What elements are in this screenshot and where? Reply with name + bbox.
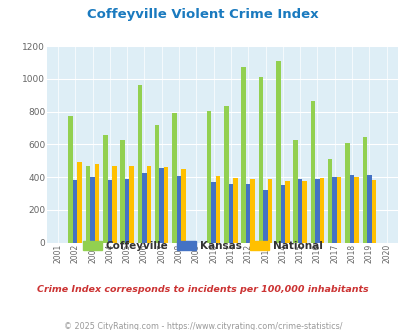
Bar: [267, 179, 272, 243]
Bar: [120, 140, 125, 243]
Text: © 2025 CityRating.com - https://www.cityrating.com/crime-statistics/: © 2025 CityRating.com - https://www.city…: [64, 322, 341, 330]
Bar: [366, 176, 371, 243]
Bar: [112, 166, 116, 243]
Bar: [293, 140, 297, 243]
Bar: [211, 182, 215, 243]
Bar: [371, 181, 375, 243]
Bar: [224, 106, 228, 243]
Bar: [362, 137, 366, 243]
Bar: [107, 181, 112, 243]
Bar: [349, 176, 354, 243]
Bar: [77, 162, 82, 243]
Bar: [327, 159, 332, 243]
Bar: [332, 177, 336, 243]
Bar: [232, 178, 237, 243]
Bar: [215, 176, 220, 243]
Bar: [258, 77, 262, 243]
Bar: [250, 179, 254, 243]
Bar: [302, 181, 306, 243]
Bar: [176, 176, 181, 243]
Bar: [344, 143, 349, 243]
Bar: [137, 85, 142, 243]
Bar: [90, 178, 94, 243]
Bar: [310, 101, 314, 243]
Bar: [336, 177, 341, 243]
Bar: [181, 169, 185, 243]
Bar: [68, 116, 73, 243]
Bar: [284, 181, 289, 243]
Bar: [159, 168, 164, 243]
Text: Coffeyville Violent Crime Index: Coffeyville Violent Crime Index: [87, 8, 318, 21]
Bar: [319, 178, 323, 243]
Bar: [129, 166, 134, 243]
Bar: [228, 184, 232, 243]
Bar: [262, 190, 267, 243]
Legend: Coffeyville, Kansas, National: Coffeyville, Kansas, National: [79, 237, 326, 255]
Bar: [241, 67, 245, 243]
Bar: [142, 173, 146, 243]
Bar: [146, 166, 151, 243]
Bar: [85, 166, 90, 243]
Bar: [155, 125, 159, 243]
Bar: [164, 167, 168, 243]
Bar: [314, 179, 319, 243]
Bar: [73, 181, 77, 243]
Bar: [280, 185, 284, 243]
Bar: [172, 113, 176, 243]
Bar: [94, 164, 99, 243]
Bar: [354, 177, 358, 243]
Bar: [275, 61, 280, 243]
Bar: [207, 111, 211, 243]
Bar: [297, 179, 302, 243]
Bar: [103, 135, 107, 243]
Text: Crime Index corresponds to incidents per 100,000 inhabitants: Crime Index corresponds to incidents per…: [37, 285, 368, 294]
Bar: [245, 184, 250, 243]
Bar: [125, 179, 129, 243]
